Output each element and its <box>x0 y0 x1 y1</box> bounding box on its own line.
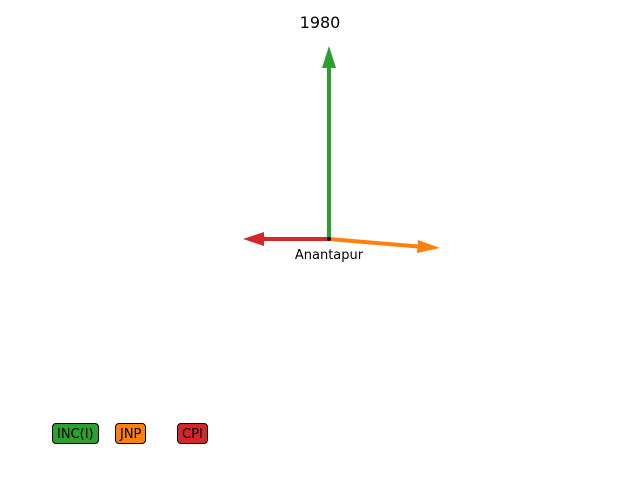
arrowhead-inc-i <box>322 46 336 68</box>
arrowhead-jnp <box>417 240 440 253</box>
legend-label-cpi: CPI <box>182 427 203 442</box>
legend-item-jnp: JNP <box>115 423 147 444</box>
constituency-label: Anantapur <box>294 248 364 263</box>
legend-item-cpi: CPI <box>177 423 208 444</box>
legend-label-inc-i: INC(I) <box>57 427 94 442</box>
origin-point <box>327 237 331 241</box>
arrowhead-cpi <box>243 232 264 246</box>
legend-item-inc-i: INC(I) <box>52 423 99 444</box>
diagram-title: 1980 <box>299 13 341 32</box>
legend-label-jnp: JNP <box>120 427 142 442</box>
arrow-jnp <box>327 237 426 249</box>
